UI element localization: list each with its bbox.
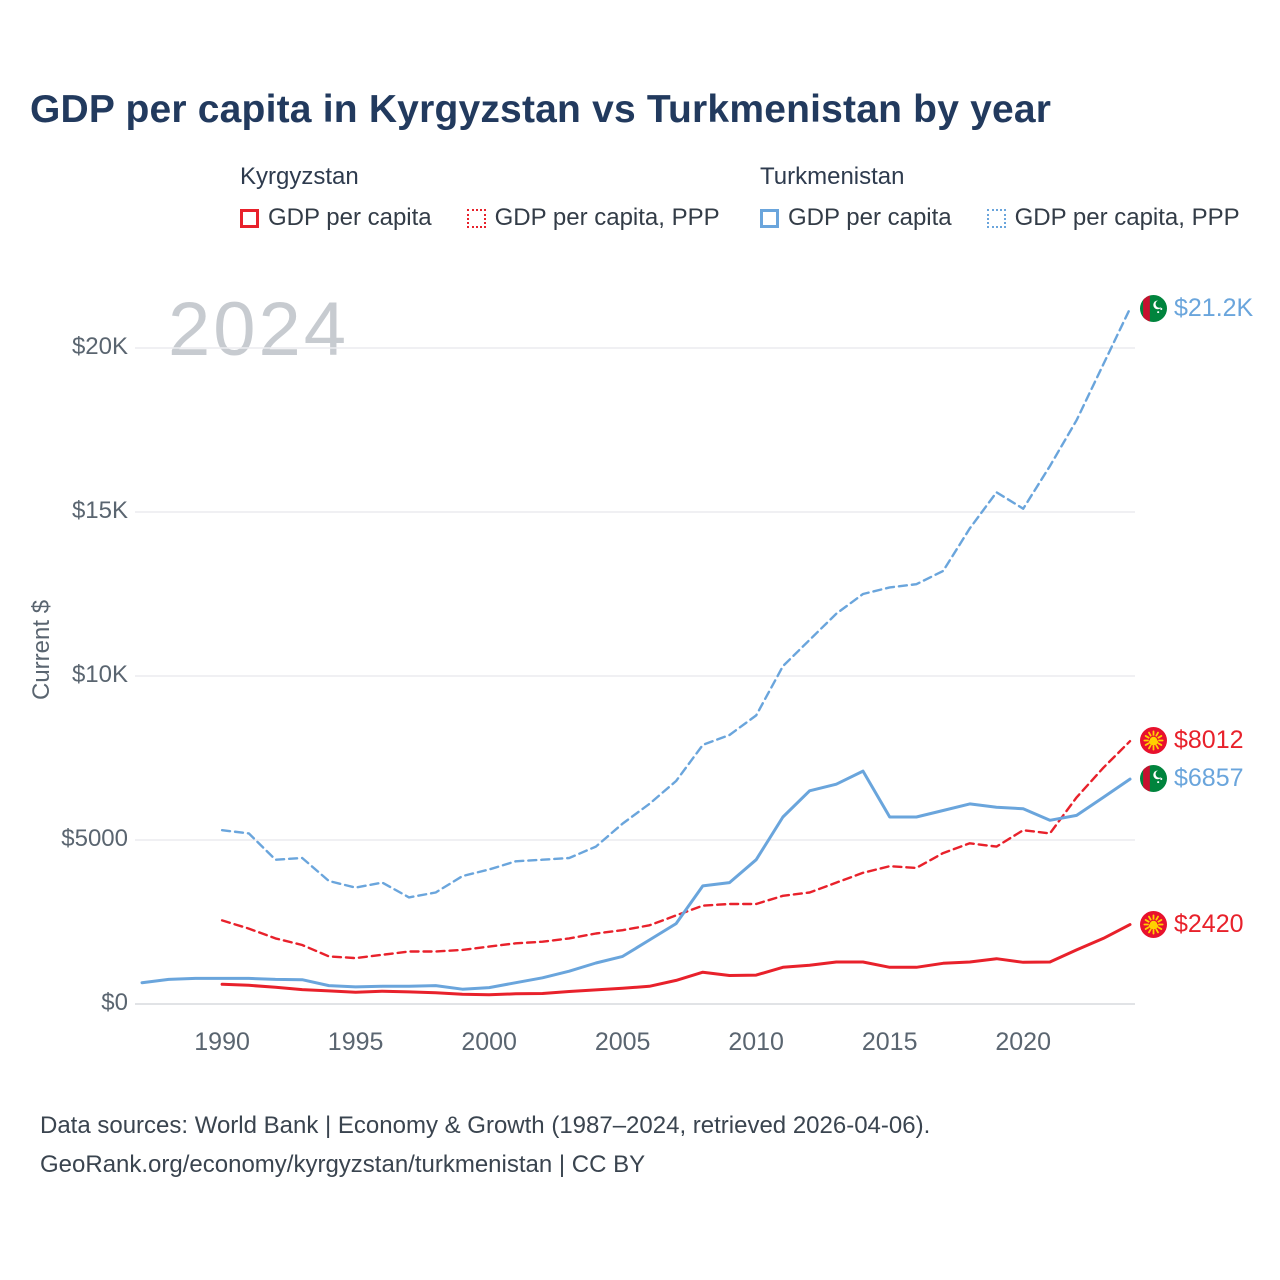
- turkmenistan-gdp-legend-label: GDP per capita: [788, 204, 952, 231]
- kyrgyzstan-gdp-ppp-line-swatch-icon: [466, 208, 486, 228]
- y-axis-tick-label: $0: [101, 989, 128, 1016]
- legend-row-kyrgyzstan: GDP per capita GDP per capita, PPP: [240, 204, 720, 232]
- legend-country-turkmenistan: Turkmenistan: [760, 163, 905, 190]
- kyrgyzstan-gdp-line-swatch-icon: [240, 208, 259, 228]
- y-axis-tick-label: $10K: [71, 661, 128, 688]
- end-label-value: $6857: [1174, 764, 1244, 793]
- end-label-kyrgyzstan-gdp-ppp: $8012: [1140, 726, 1244, 755]
- legend-group-kyrgyzstan: Kyrgyzstan GDP per capita GDP per capita…: [240, 163, 720, 232]
- kyrgyzstan-gdp-ppp-legend-label: GDP per capita, PPP: [494, 204, 720, 231]
- turkmenistan-gdp-line-swatch-icon: [760, 208, 779, 228]
- year-watermark: 2024: [168, 287, 350, 372]
- footer-data-sources: Data sources: World Bank | Economy & Gro…: [40, 1112, 931, 1139]
- x-axis-tick-label: 2015: [861, 1028, 918, 1056]
- series-line-kyrgyzstan-gdp-ppp: [220, 740, 1132, 960]
- legend-row-turkmenistan: GDP per capita GDP per capita, PPP: [760, 204, 1240, 232]
- end-label-value: $21.2K: [1174, 293, 1254, 322]
- end-label-kyrgyzstan-gdp: $2420: [1140, 910, 1244, 939]
- page-title: GDP per capita in Kyrgyzstan vs Turkmeni…: [30, 88, 1052, 131]
- kyrgyzstan-flag-icon: [1140, 910, 1167, 938]
- kyrgyzstan-flag-icon: [1140, 727, 1167, 755]
- y-axis-tick-label: $15K: [71, 497, 128, 524]
- x-axis-tick-label: 1990: [194, 1028, 250, 1056]
- x-axis-tick-label: 2020: [995, 1028, 1051, 1056]
- x-axis-tick-label: 1995: [327, 1028, 384, 1056]
- footer: Data sources: World Bank | Economy & Gro…: [40, 1106, 930, 1184]
- y-axis-tick-label: $20K: [71, 333, 128, 360]
- series-line-turkmenistan-gdp-ppp: [220, 307, 1132, 899]
- y-axis-title: Current $: [28, 599, 55, 701]
- y-axis-tick-label: $5000: [61, 825, 128, 852]
- turkmenistan-gdp-ppp-line-swatch-icon: [986, 208, 1006, 228]
- turkmenistan-flag-icon: [1140, 294, 1167, 322]
- end-label-turkmenistan-gdp: $6857: [1140, 764, 1244, 793]
- x-axis-tick-label: 2005: [594, 1028, 651, 1056]
- turkmenistan-flag-icon: [1140, 765, 1167, 793]
- x-axis-tick-label: 2000: [461, 1028, 517, 1056]
- footer-attribution: GeoRank.org/economy/kyrgyzstan/turkmenis…: [40, 1151, 646, 1178]
- legend-country-kyrgyzstan: Kyrgyzstan: [240, 163, 359, 190]
- chart-plot-area: [135, 307, 1135, 1005]
- x-axis-tick-label: 2010: [728, 1028, 784, 1056]
- series-line-turkmenistan-gdp: [140, 769, 1132, 991]
- end-label-turkmenistan-gdp-ppp: $21.2K: [1140, 294, 1253, 323]
- series-line-kyrgyzstan-gdp: [220, 923, 1132, 997]
- legend-group-turkmenistan: Turkmenistan GDP per capita GDP per capi…: [760, 163, 1240, 232]
- kyrgyzstan-gdp-legend-label: GDP per capita: [268, 204, 432, 231]
- end-label-value: $8012: [1174, 726, 1244, 755]
- turkmenistan-gdp-ppp-legend-label: GDP per capita, PPP: [1014, 204, 1240, 231]
- end-label-value: $2420: [1174, 909, 1244, 938]
